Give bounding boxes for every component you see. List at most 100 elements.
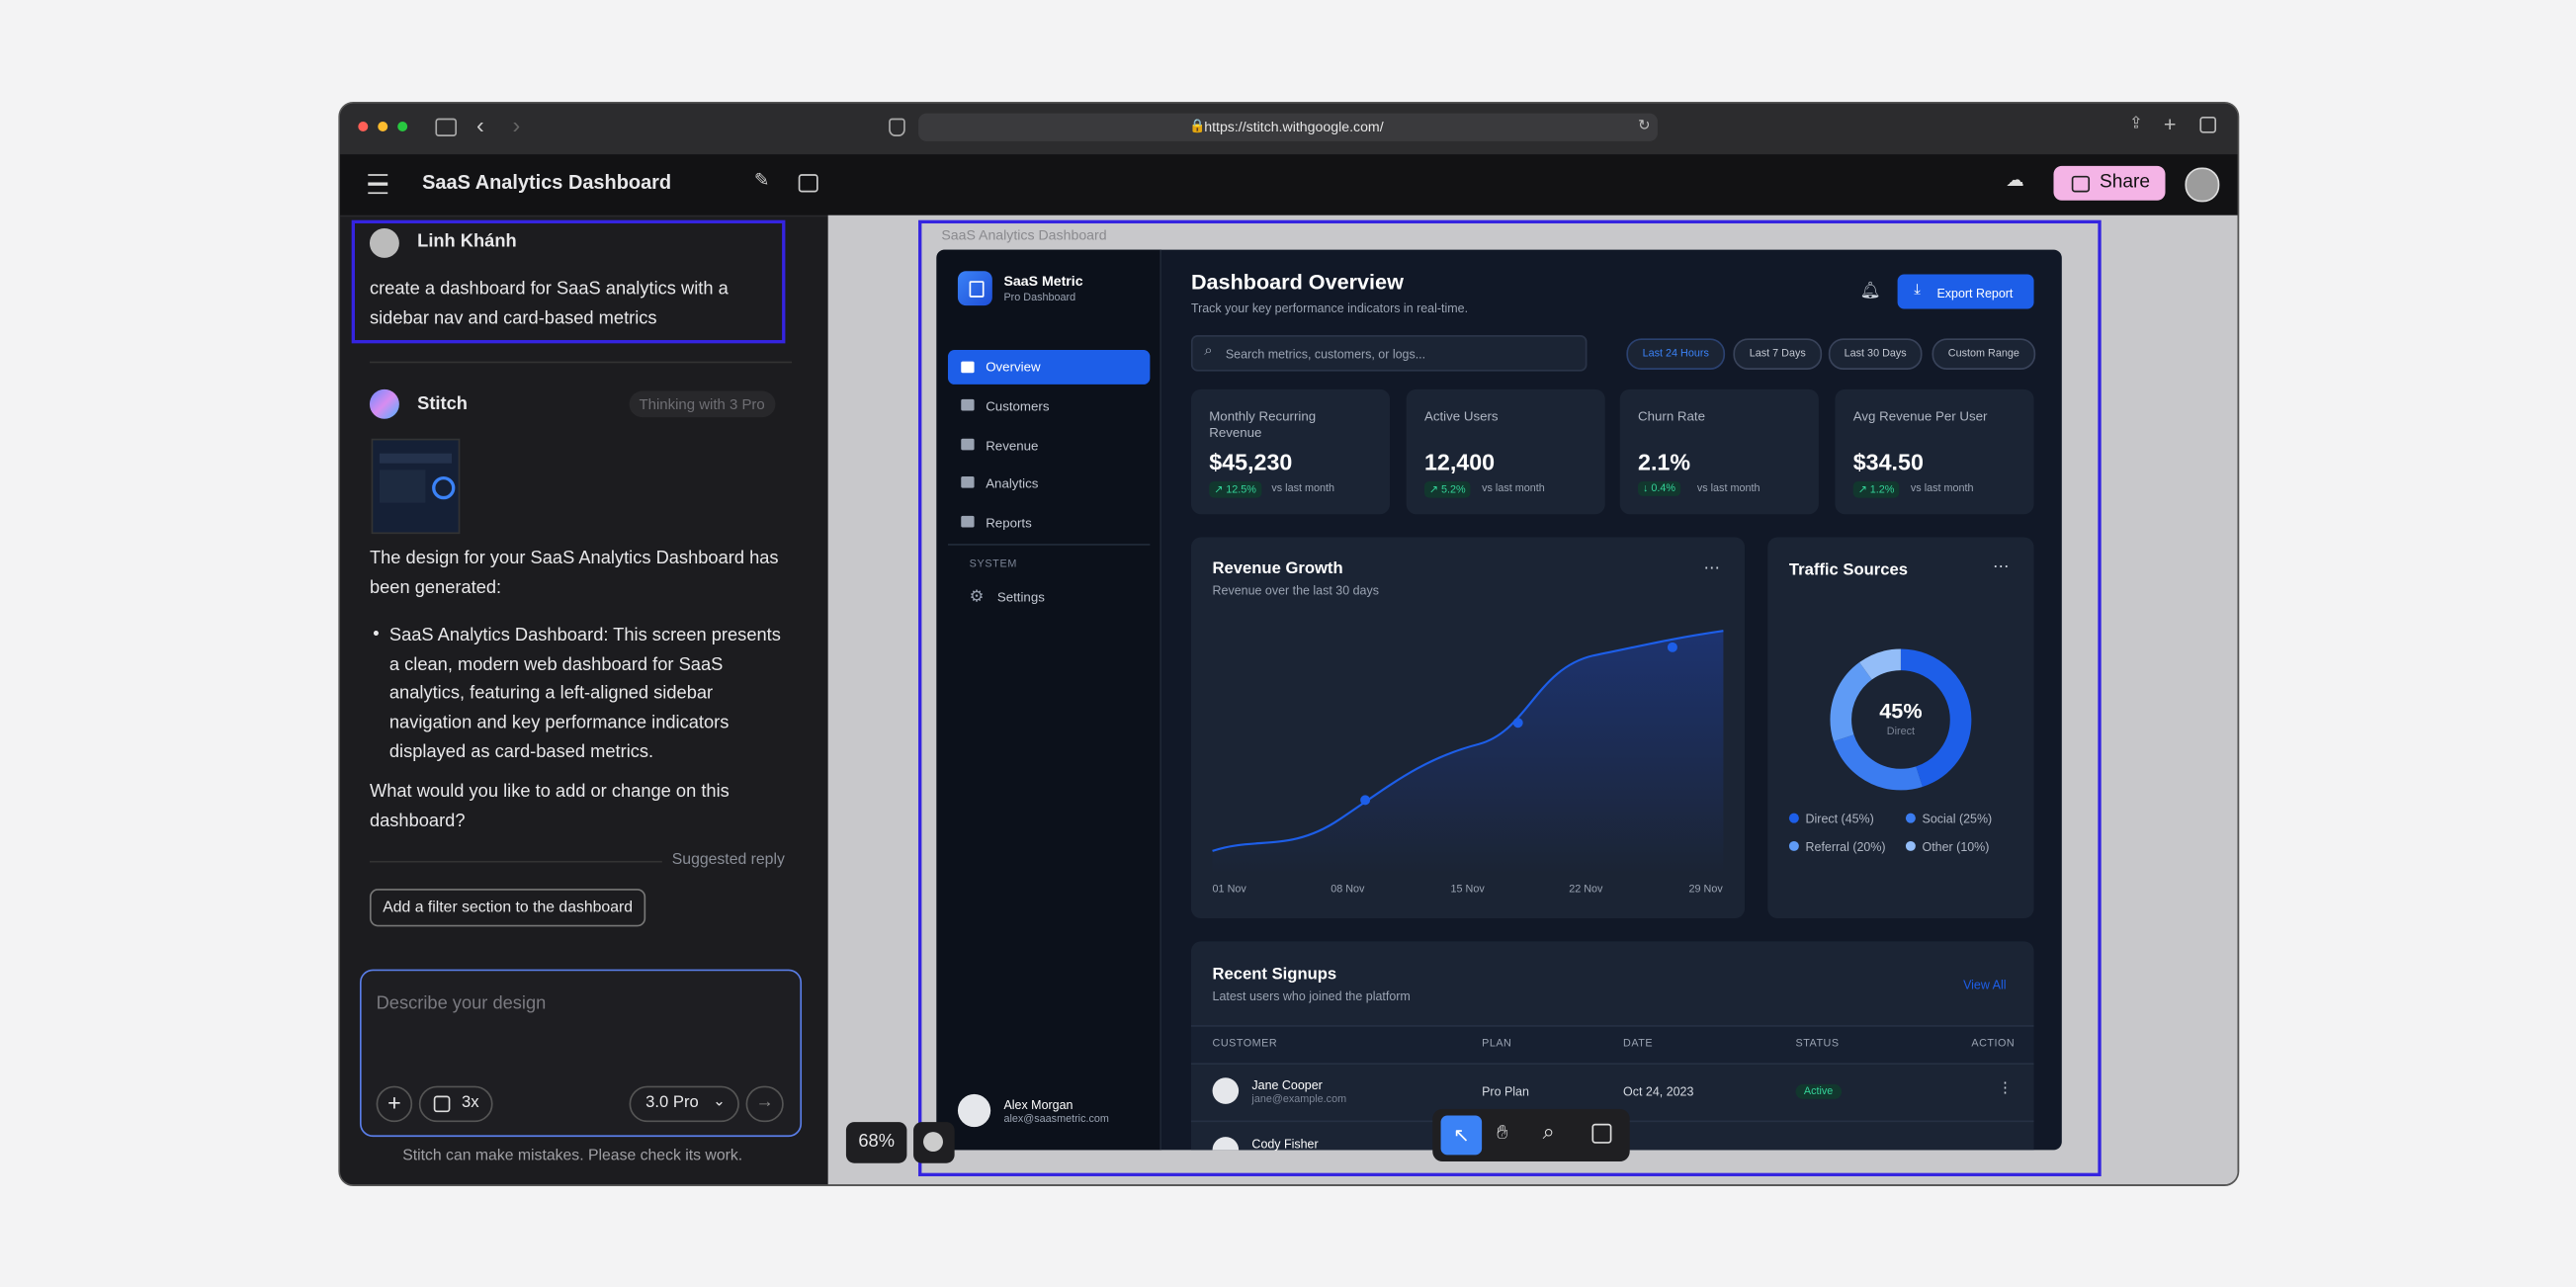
nav-item[interactable]: Revenue: [986, 438, 1039, 454]
edit-title-button[interactable]: ✎: [753, 170, 770, 191]
share-sheet-button[interactable]: ⇪: [2128, 115, 2143, 133]
address-bar[interactable]: [918, 113, 1658, 141]
range-filter[interactable]: Custom Range: [1932, 338, 2036, 370]
nav-divider: [947, 544, 1151, 546]
share-button[interactable]: Share: [2053, 165, 2166, 201]
card-title: Traffic Sources: [1788, 561, 1909, 580]
nav-item[interactable]: Analytics: [986, 475, 1039, 491]
dropdown-caret: ⌄: [713, 1092, 726, 1109]
divider: [369, 361, 793, 364]
send-button[interactable]: →: [745, 1085, 784, 1123]
close-button[interactable]: [358, 121, 369, 131]
column-header: PLAN: [1482, 1038, 1512, 1051]
kpi-note: vs last month: [1910, 482, 1974, 495]
point: [1667, 642, 1677, 652]
legend-label: Referral (20%): [1805, 839, 1886, 855]
card-menu[interactable]: ⋯: [1992, 558, 2010, 577]
kpi-change: ↓ 0.4%: [1638, 480, 1681, 496]
canvas-mode-button[interactable]: [913, 1122, 955, 1163]
frame-label: SaaS Analytics Dashboard: [941, 226, 1107, 243]
traffic-card: [1767, 537, 2034, 919]
variants-icon: [433, 1095, 451, 1113]
app-header: [340, 154, 2238, 217]
x-label: 01 Nov: [1212, 884, 1246, 896]
kpi-change: ↗ 5.2%: [1423, 480, 1471, 498]
kpi-label: Monthly Recurring Revenue: [1209, 408, 1317, 441]
row-menu[interactable]: ⋮: [1997, 1078, 2013, 1096]
kpi-change-value: 5.2%: [1441, 484, 1466, 496]
legend-swatch: [1905, 840, 1916, 851]
image-tool[interactable]: [1591, 1123, 1612, 1144]
hand-tool[interactable]: ✋︎: [1497, 1120, 1508, 1144]
kpi-card: Monthly Recurring Revenue $45,230 ↗ 12.5…: [1190, 388, 1391, 515]
x-label: 29 Nov: [1688, 884, 1723, 896]
new-tab-button[interactable]: +: [2163, 112, 2177, 136]
range-filter-active[interactable]: Last 24 Hours: [1626, 338, 1726, 370]
card-menu[interactable]: ⋯: [1703, 559, 1721, 579]
kpi-card: Active Users 12,400 ↗ 5.2% vs last month: [1406, 388, 1605, 515]
select-tool[interactable]: ↖: [1440, 1115, 1483, 1156]
revenue-chart: [1212, 630, 1724, 875]
cloud-icon[interactable]: ☁: [2006, 170, 2024, 191]
selection-outline: [918, 219, 2102, 1176]
customer-email: jane@example.com: [1251, 1093, 1347, 1106]
nav-item[interactable]: Overview: [986, 359, 1041, 375]
nav-active[interactable]: [947, 350, 1151, 385]
range-filter[interactable]: Last 7 Days: [1733, 338, 1823, 370]
thumb-chart: [379, 470, 426, 503]
nav-icon: [961, 475, 975, 488]
brand-subtitle: Pro Dashboard: [1003, 292, 1076, 304]
nav-icon: [961, 515, 975, 528]
kpi-value: $45,230: [1209, 448, 1293, 475]
dashboard-subtitle: Track your key performance indicators in…: [1190, 300, 1469, 316]
search-box[interactable]: ⌕ Search metrics, customers, or logs...: [1190, 335, 1588, 372]
point: [1360, 795, 1371, 806]
back-button[interactable]: ‹: [475, 112, 484, 138]
kpi-card: Avg Revenue Per User $34.50 ↗ 1.2% vs la…: [1835, 388, 2034, 515]
zoom-level[interactable]: 68%: [845, 1122, 907, 1163]
download-icon: ⤓: [1914, 281, 1921, 298]
tabs-button[interactable]: [2199, 117, 2217, 133]
kpi-change: ↗ 12.5%: [1209, 480, 1261, 498]
card-subtitle: Latest users who joined the platform: [1212, 988, 1411, 1004]
nav-item[interactable]: Settings: [996, 589, 1045, 605]
nav-section-label: SYSTEM: [969, 558, 1018, 570]
attach-button[interactable]: +: [376, 1085, 413, 1123]
nav-item[interactable]: Reports: [986, 515, 1032, 531]
sidebar-toggle[interactable]: [435, 118, 458, 136]
user-name: Linh Khánh: [417, 231, 517, 252]
donut-segment: [1830, 648, 1972, 791]
zoom-tool[interactable]: ⌕: [1542, 1118, 1555, 1144]
notification-bell[interactable]: 🔔︎: [1859, 282, 1881, 301]
model-selector[interactable]: 3.0 Pro ⌄: [629, 1085, 739, 1123]
reload-button[interactable]: ↻: [1638, 117, 1651, 133]
range-filter[interactable]: Last 30 Days: [1828, 338, 1923, 370]
panel-toggle[interactable]: [798, 174, 818, 193]
nav-item[interactable]: Customers: [986, 398, 1050, 414]
x-label: 15 Nov: [1450, 884, 1485, 896]
user-avatar: [957, 1093, 991, 1128]
variants-button[interactable]: 3x: [418, 1085, 493, 1123]
date: Oct 24, 2023: [1623, 1083, 1694, 1099]
kpi-value: 12,400: [1423, 448, 1496, 475]
view-all-link[interactable]: View All: [1963, 977, 2007, 992]
account-avatar[interactable]: [2185, 167, 2220, 203]
kpi-label: Active Users: [1423, 408, 1499, 424]
zoom-button[interactable]: [397, 121, 408, 131]
forward-button[interactable]: ›: [512, 112, 521, 138]
suggestion-chip[interactable]: Add a filter section to the dashboard: [369, 889, 646, 927]
minimize-button[interactable]: [378, 121, 388, 131]
column-header: CUSTOMER: [1212, 1038, 1278, 1051]
canvas-toolbar: ↖ ✋︎ ⌕: [1432, 1108, 1630, 1162]
export-button[interactable]: ⤓ Export Report: [1897, 274, 2034, 309]
kpi-note: vs last month: [1482, 482, 1545, 495]
menu-button[interactable]: [368, 174, 388, 195]
divider: [369, 860, 662, 863]
customer-name: Jane Cooper: [1251, 1077, 1323, 1093]
legend-swatch: [1788, 813, 1799, 823]
column-header: STATUS: [1795, 1038, 1840, 1051]
suggested-label: Suggested reply: [671, 850, 785, 870]
design-thumbnail[interactable]: [371, 438, 461, 535]
donut-segment: [1830, 648, 1972, 791]
